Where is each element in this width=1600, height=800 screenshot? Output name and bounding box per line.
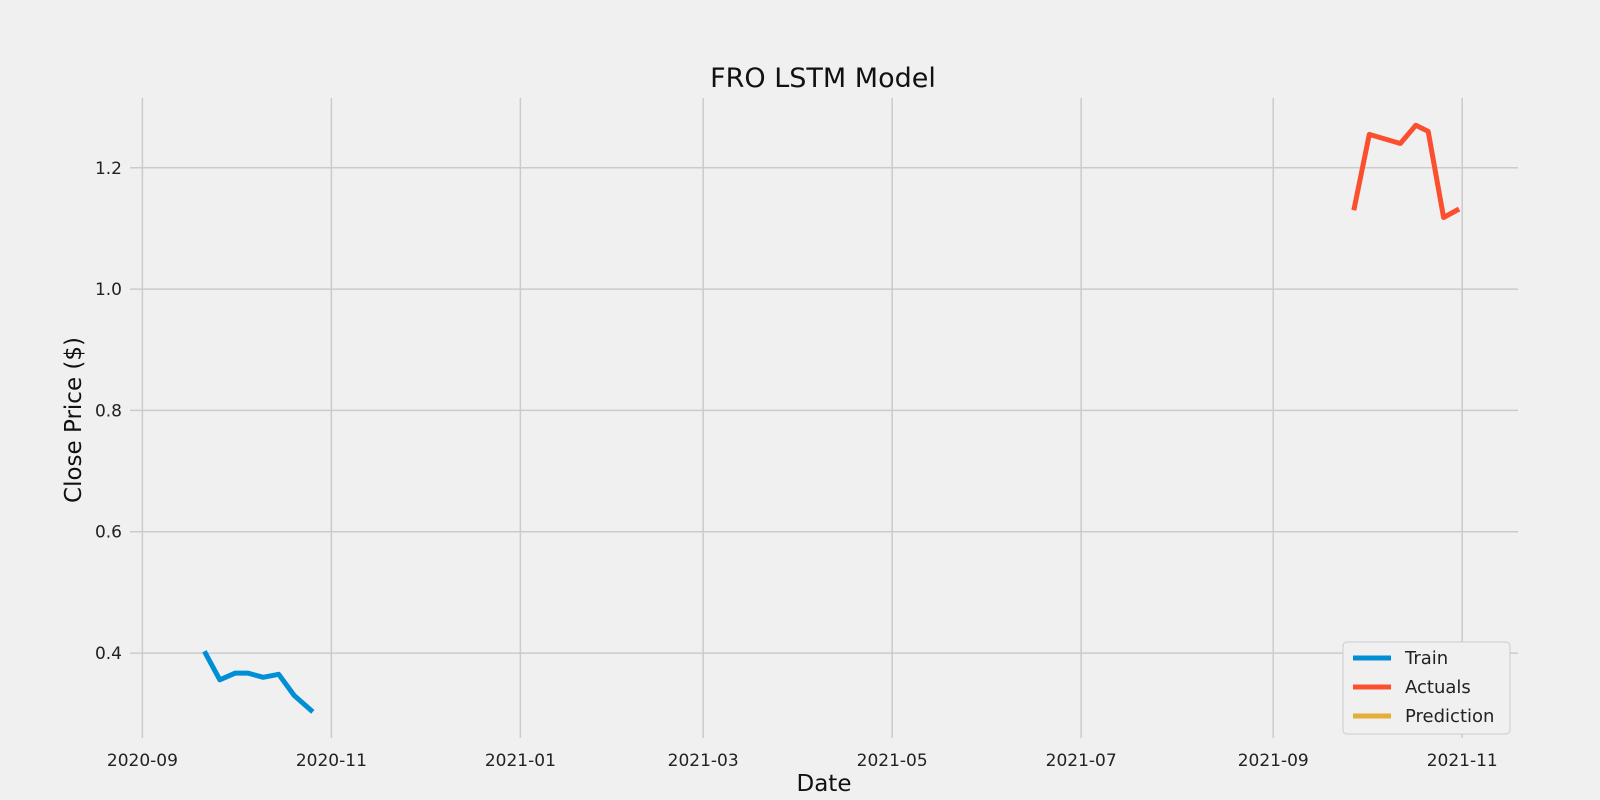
x-tick-label: 2020-09 <box>107 751 178 771</box>
y-tick-label: 1.0 <box>95 280 122 300</box>
y-axis-title: Close Price ($) <box>61 337 87 503</box>
x-tick-label: 2021-03 <box>668 751 739 771</box>
y-tick-label: 1.2 <box>95 159 122 179</box>
x-tick-label: 2021-07 <box>1046 751 1117 771</box>
x-tick-label: 2020-11 <box>296 751 367 771</box>
legend-label-train: Train <box>1404 648 1448 669</box>
series-lines <box>202 122 1461 714</box>
x-tick-label: 2021-05 <box>857 751 928 771</box>
x-tick-label: 2021-01 <box>485 751 556 771</box>
chart-title: FRO LSTM Model <box>710 63 936 94</box>
legend-label-actuals: Actuals <box>1405 677 1471 698</box>
y-tick-label: 0.6 <box>95 523 122 543</box>
x-tick-label: 2021-09 <box>1238 751 1309 771</box>
legend: Train Actuals Prediction <box>1342 641 1511 735</box>
legend-box <box>1342 641 1511 735</box>
y-tick-label: 0.4 <box>95 644 122 664</box>
grid <box>130 98 1518 738</box>
x-tick-label: 2021-11 <box>1427 751 1498 771</box>
legend-label-prediction: Prediction <box>1405 706 1494 727</box>
tick-labels: 2020-09 2020-11 2021-01 2021-03 2021-05 2021-… <box>95 159 1498 771</box>
y-tick-label: 0.8 <box>95 401 122 421</box>
x-axis-title: Date <box>797 771 852 797</box>
series-line-actuals <box>1351 122 1461 220</box>
series-line-train <box>202 650 315 714</box>
